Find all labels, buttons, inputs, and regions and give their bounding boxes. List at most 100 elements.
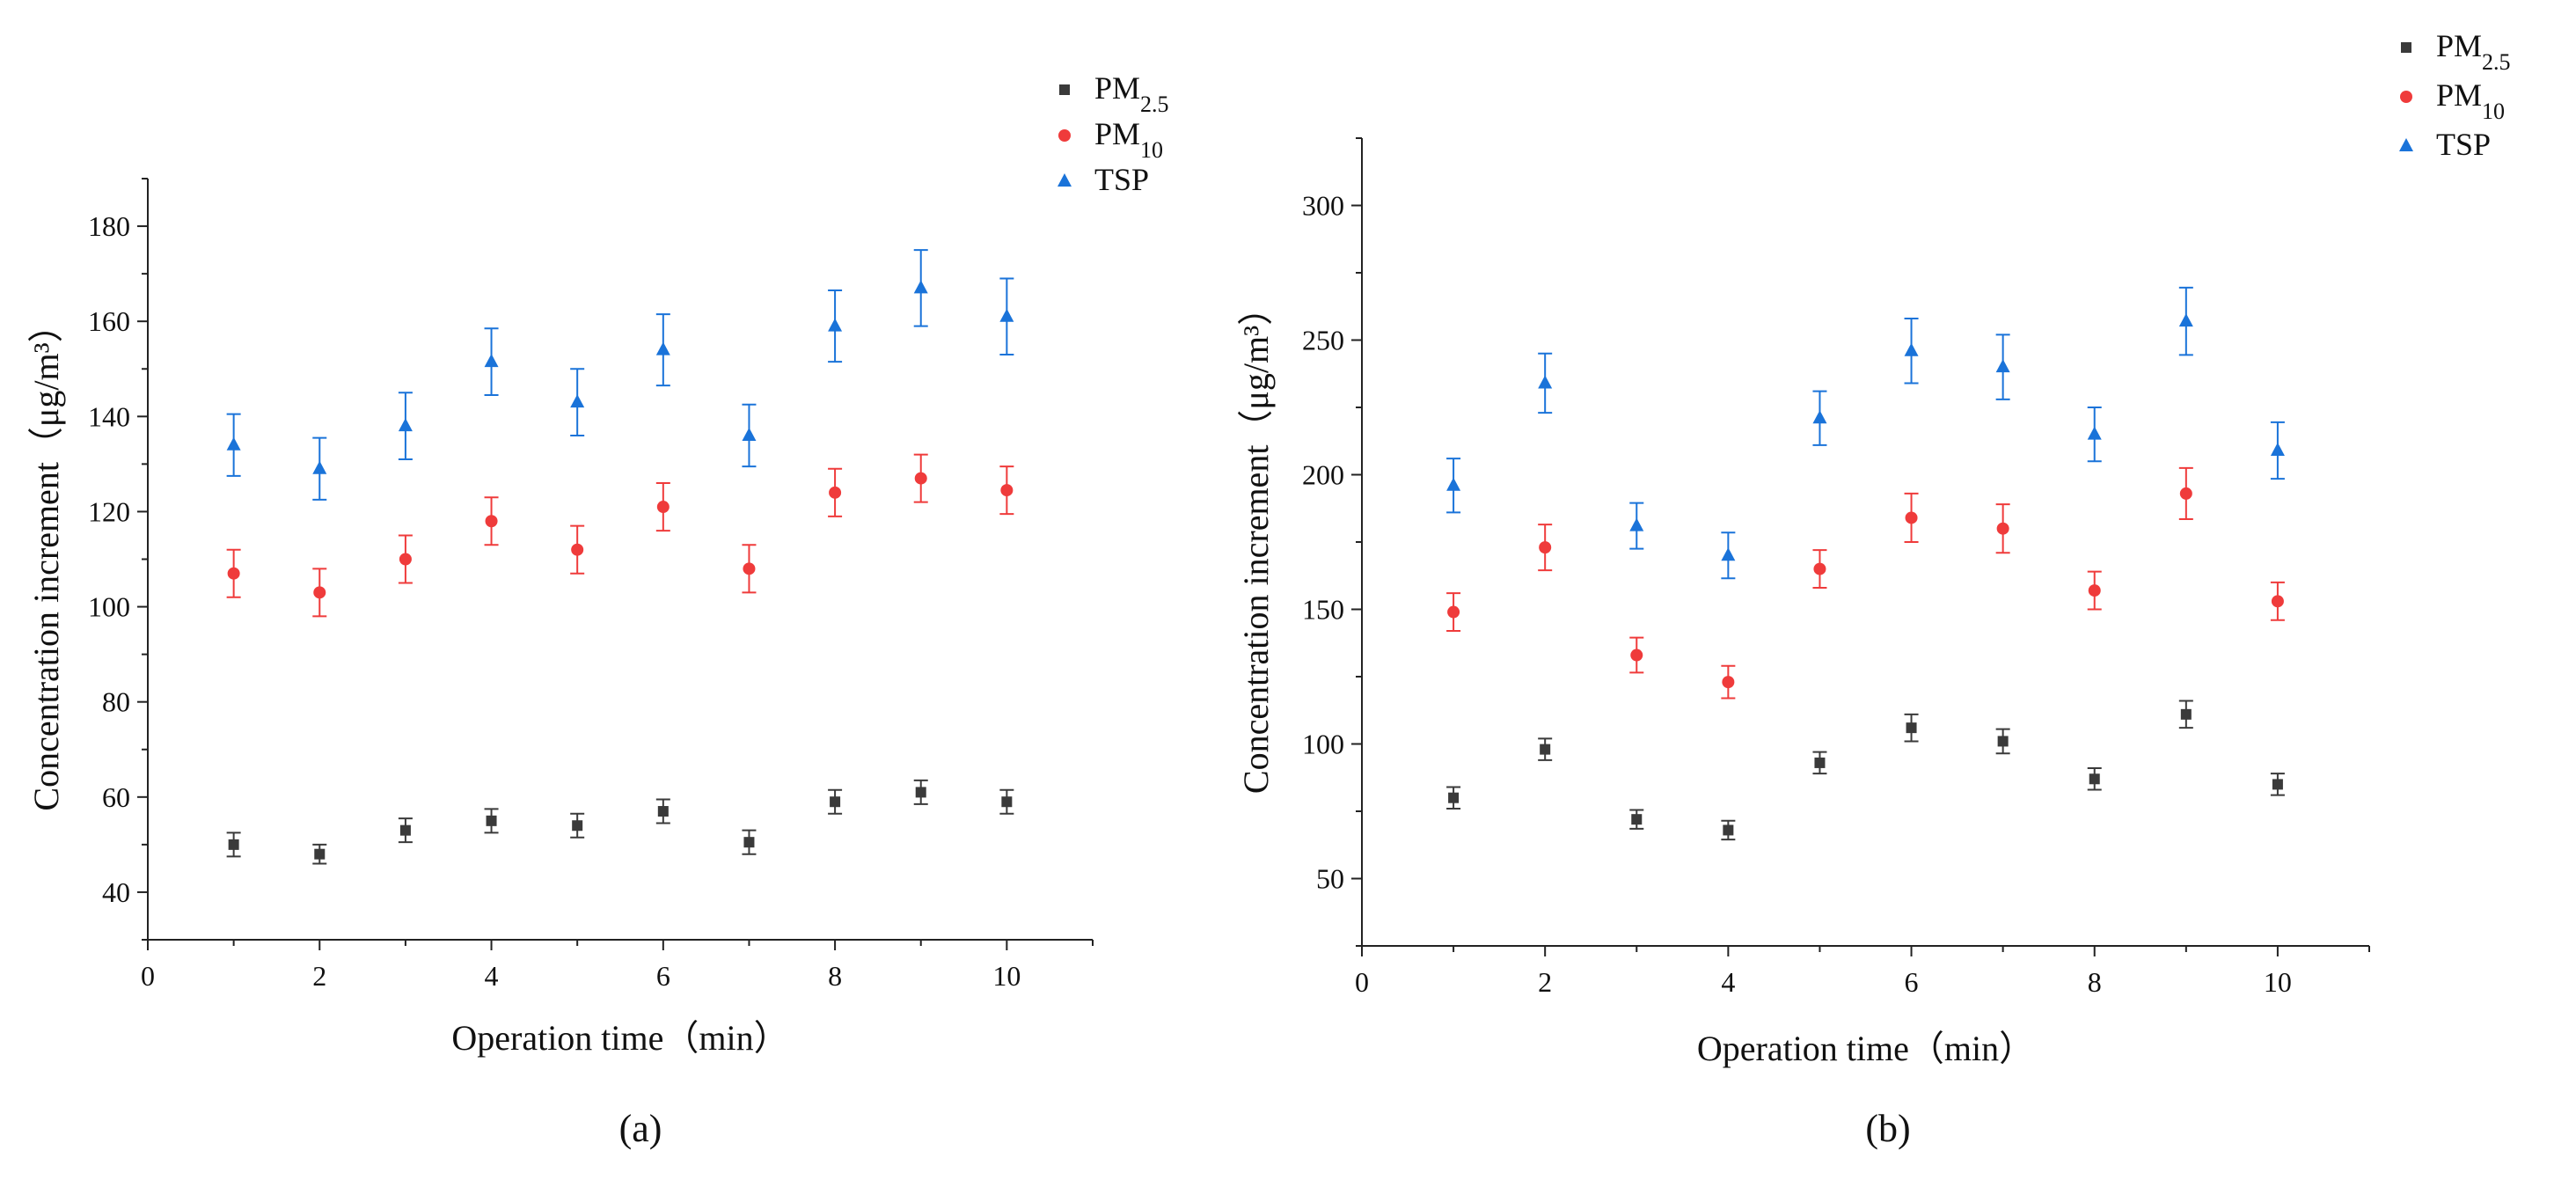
data-point	[1000, 484, 1014, 497]
data-point	[228, 839, 239, 850]
data-point	[484, 354, 499, 368]
data-point	[913, 280, 928, 294]
x-tick-label: 2	[312, 960, 326, 992]
data-point	[1539, 541, 1552, 554]
data-point	[829, 486, 842, 499]
y-tick-label: 160	[88, 305, 130, 337]
data-point	[1723, 824, 1734, 836]
data-point	[1448, 792, 1460, 803]
data-point	[572, 820, 583, 832]
legend-marker	[2399, 138, 2413, 151]
data-point	[1996, 522, 2009, 535]
legend-marker	[1059, 84, 1070, 95]
data-point	[226, 436, 241, 451]
legend-marker	[2400, 91, 2412, 103]
x-axis-title: Operation time（min）	[451, 1018, 788, 1058]
data-point	[1629, 517, 1644, 531]
data-point	[828, 318, 843, 332]
data-point	[227, 567, 240, 580]
data-point	[312, 460, 327, 474]
y-axis-title: Concentration increment（μg/m³）	[1236, 290, 1276, 794]
y-tick-label: 150	[1302, 594, 1344, 626]
x-tick-label: 10	[992, 960, 1021, 992]
y-tick-label: 50	[1316, 863, 1344, 895]
x-tick-label: 10	[2264, 966, 2292, 998]
series-pm25	[226, 779, 1014, 865]
series-tsp	[1446, 286, 2285, 580]
data-point	[398, 418, 413, 432]
y-tick-label: 100	[88, 591, 130, 623]
data-point	[1631, 814, 1643, 825]
data-point	[743, 837, 755, 848]
y-axis-title: Concentration increment（μg/m³）	[26, 307, 66, 810]
y-tick-label: 180	[88, 210, 130, 242]
legend-label: TSP	[1094, 162, 1149, 197]
data-point	[1904, 342, 1919, 356]
x-tick-label: 2	[1538, 966, 1552, 998]
data-point	[1446, 477, 1461, 491]
legend-marker	[1057, 173, 1072, 187]
y-tick-label: 60	[102, 781, 130, 813]
x-tick-label: 0	[1355, 966, 1369, 998]
data-point	[1001, 796, 1013, 808]
series-tsp	[226, 249, 1014, 501]
y-tick-label: 80	[102, 686, 130, 718]
legend-marker	[1058, 129, 1071, 142]
data-point	[2272, 779, 2283, 790]
data-point	[655, 341, 670, 355]
x-tick-label: 6	[1905, 966, 1919, 998]
legend-label: PM10	[2436, 77, 2505, 124]
data-point	[314, 848, 326, 860]
y-tick-label: 120	[88, 495, 130, 527]
data-point	[999, 308, 1014, 322]
data-point	[656, 501, 670, 514]
series-pm10	[226, 453, 1014, 618]
data-point	[2271, 595, 2284, 608]
data-point	[313, 586, 326, 599]
x-tick-label: 8	[828, 960, 842, 992]
data-point	[1997, 736, 2009, 747]
data-point	[1722, 676, 1735, 689]
data-point	[486, 815, 497, 826]
panel-label: (a)	[619, 1107, 662, 1150]
data-point	[571, 543, 584, 556]
data-point	[2088, 584, 2101, 597]
chart-panel-a: 0 2 4 6 8 10 40 60 80 100 120 140 160 180 Operation ti…	[26, 70, 1169, 1150]
data-point	[1814, 757, 1826, 768]
legend-label: PM2.5	[1094, 70, 1169, 117]
data-point	[1721, 547, 1736, 561]
data-point	[915, 787, 926, 798]
data-point	[570, 394, 585, 408]
data-point	[1906, 722, 1917, 734]
legend-label: TSP	[2436, 127, 2491, 162]
data-point	[1538, 375, 1553, 389]
y-tick-label: 140	[88, 400, 130, 432]
series-pm10	[1446, 466, 2285, 700]
data-point	[2270, 442, 2285, 456]
x-tick-label: 4	[485, 960, 499, 992]
data-point	[657, 806, 669, 817]
data-point	[2089, 773, 2100, 785]
x-axis-title: Operation time（min）	[1697, 1029, 2034, 1068]
panel-label: (b)	[1865, 1107, 1910, 1150]
y-tick-label: 300	[1302, 190, 1344, 222]
data-point	[743, 562, 756, 575]
data-point	[1813, 562, 1826, 575]
x-tick-label: 6	[656, 960, 670, 992]
x-tick-label: 8	[2088, 966, 2102, 998]
data-point	[1447, 605, 1460, 619]
y-tick-label: 100	[1302, 729, 1344, 760]
x-tick-label: 4	[1721, 966, 1735, 998]
data-point	[830, 796, 841, 808]
series-pm25	[1446, 700, 2285, 841]
data-point	[399, 553, 412, 566]
data-point	[485, 515, 498, 528]
data-point	[1995, 359, 2010, 373]
y-tick-label: 40	[102, 876, 130, 908]
data-point	[2179, 487, 2192, 500]
y-tick-label: 250	[1302, 325, 1344, 356]
chart-panel-b: 0 2 4 6 8 10 50 100 150 200 250 300 Operation time（m…	[1236, 28, 2511, 1150]
data-point	[742, 427, 757, 441]
